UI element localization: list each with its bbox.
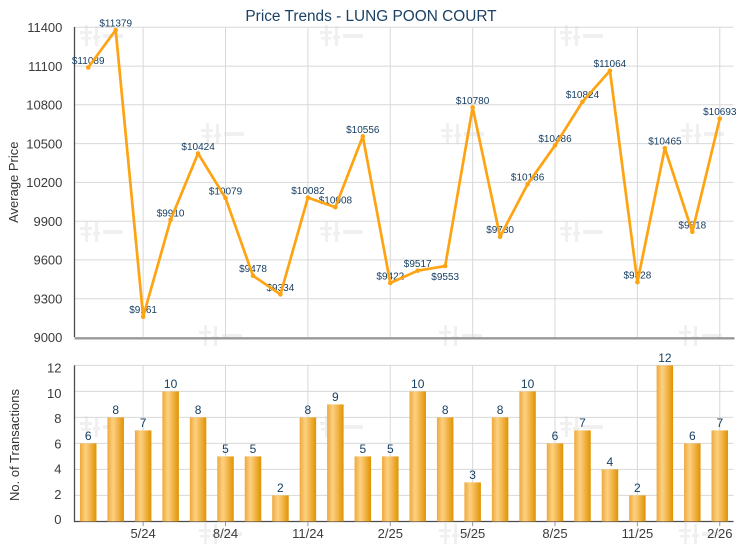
svg-text:9300: 9300 — [33, 291, 62, 306]
svg-text:$9910: $9910 — [157, 208, 185, 219]
svg-text:$10824: $10824 — [566, 90, 600, 101]
svg-text:Average Price: Average Price — [6, 141, 21, 222]
svg-text:$9517: $9517 — [404, 259, 432, 270]
svg-text:2: 2 — [634, 481, 641, 495]
svg-text:$10082: $10082 — [291, 186, 325, 197]
svg-text:$10008: $10008 — [319, 196, 353, 207]
svg-text:3: 3 — [469, 468, 476, 482]
svg-text:5: 5 — [250, 442, 257, 456]
svg-text:8: 8 — [442, 403, 449, 417]
svg-text:9900: 9900 — [33, 214, 62, 229]
svg-text:11/24: 11/24 — [292, 526, 324, 541]
svg-text:$9553: $9553 — [431, 272, 459, 283]
svg-text:11100: 11100 — [28, 59, 62, 74]
svg-text:10500: 10500 — [26, 136, 62, 151]
svg-text:7: 7 — [579, 416, 586, 430]
svg-text:5: 5 — [387, 442, 394, 456]
svg-text:$10424: $10424 — [181, 142, 215, 153]
svg-text:2/25: 2/25 — [378, 526, 403, 541]
svg-text:5: 5 — [359, 442, 366, 456]
svg-text:4: 4 — [607, 455, 614, 469]
svg-text:12: 12 — [658, 351, 672, 365]
svg-text:8: 8 — [54, 411, 61, 426]
svg-text:4: 4 — [54, 462, 61, 477]
svg-text:10: 10 — [411, 377, 425, 391]
svg-text:8: 8 — [305, 403, 312, 417]
svg-text:$10486: $10486 — [538, 134, 572, 145]
svg-text:$10186: $10186 — [511, 173, 545, 184]
svg-text:8: 8 — [112, 403, 119, 417]
svg-text:11400: 11400 — [27, 20, 62, 35]
svg-text:10800: 10800 — [26, 98, 62, 113]
svg-text:$9780: $9780 — [486, 225, 514, 236]
svg-text:$10693: $10693 — [703, 107, 737, 118]
svg-text:6: 6 — [54, 436, 61, 451]
svg-text:0: 0 — [54, 512, 61, 527]
svg-text:No. of Transactions: No. of Transactions — [7, 389, 22, 501]
svg-text:10: 10 — [164, 377, 178, 391]
svg-text:5/24: 5/24 — [130, 526, 155, 541]
svg-text:8: 8 — [497, 403, 504, 417]
svg-text:$9334: $9334 — [266, 283, 294, 294]
svg-text:8: 8 — [195, 403, 202, 417]
svg-text:2: 2 — [277, 481, 284, 495]
svg-text:5/25: 5/25 — [460, 526, 485, 541]
svg-text:6: 6 — [552, 429, 559, 443]
svg-text:9000: 9000 — [33, 330, 62, 345]
svg-text:$11064: $11064 — [594, 59, 627, 70]
svg-text:$10556: $10556 — [346, 125, 380, 136]
svg-text:$9478: $9478 — [239, 264, 267, 275]
svg-text:8/25: 8/25 — [542, 526, 567, 541]
svg-text:7: 7 — [140, 416, 147, 430]
svg-text:$11089: $11089 — [72, 56, 105, 67]
svg-text:12: 12 — [47, 360, 61, 375]
svg-text:10: 10 — [521, 377, 535, 391]
svg-text:9: 9 — [332, 390, 339, 404]
svg-text:$10465: $10465 — [648, 137, 682, 148]
svg-text:10200: 10200 — [26, 175, 62, 190]
svg-text:2: 2 — [54, 487, 61, 502]
svg-text:9600: 9600 — [33, 253, 62, 268]
svg-text:11/25: 11/25 — [622, 526, 654, 541]
svg-text:$10079: $10079 — [209, 187, 243, 198]
svg-text:$10780: $10780 — [456, 96, 490, 107]
svg-text:8/24: 8/24 — [213, 526, 238, 541]
svg-text:2/26: 2/26 — [707, 526, 732, 541]
svg-text:$11379: $11379 — [99, 19, 132, 30]
svg-text:6: 6 — [689, 429, 696, 443]
svg-text:7: 7 — [716, 416, 723, 430]
svg-text:10: 10 — [47, 386, 61, 401]
svg-text:5: 5 — [222, 442, 229, 456]
svg-text:6: 6 — [85, 429, 92, 443]
svg-text:Price Trends - LUNG POON COURT: Price Trends - LUNG POON COURT — [245, 8, 497, 25]
